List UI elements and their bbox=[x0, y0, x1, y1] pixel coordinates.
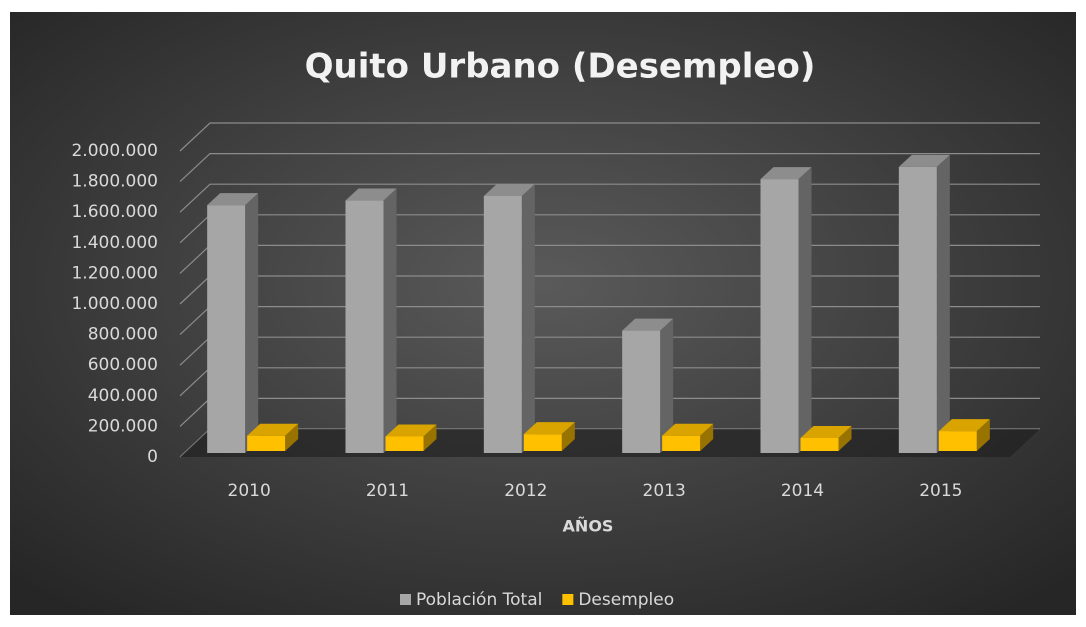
bar-side bbox=[798, 167, 812, 453]
bar-top bbox=[760, 167, 812, 180]
bar-top bbox=[800, 425, 852, 438]
x-axis-title: AÑOS bbox=[563, 517, 614, 536]
bar bbox=[385, 436, 424, 451]
x-tick-label: 2010 bbox=[228, 481, 271, 501]
bar-top bbox=[898, 154, 950, 167]
bar-side bbox=[285, 423, 299, 451]
bar bbox=[483, 195, 522, 453]
bar bbox=[760, 179, 799, 453]
legend-swatch bbox=[400, 594, 411, 605]
bar bbox=[938, 431, 977, 451]
bar-top bbox=[385, 424, 437, 437]
bar-side bbox=[245, 193, 259, 453]
y-tick-label: 2.000.000 bbox=[71, 141, 158, 161]
bar-top bbox=[938, 419, 990, 432]
chart-title: Quito Urbano (Desempleo) bbox=[305, 47, 816, 87]
y-tick-label: 800.000 bbox=[88, 325, 158, 345]
bar-top bbox=[247, 423, 299, 436]
y-tick-label: 1.600.000 bbox=[71, 202, 158, 222]
x-tick-label: 2011 bbox=[366, 481, 409, 501]
bar-side bbox=[976, 419, 990, 451]
legend-label: Población Total bbox=[416, 590, 542, 610]
bar bbox=[247, 435, 286, 451]
grid-line bbox=[179, 153, 1040, 183]
y-tick-label: 200.000 bbox=[88, 416, 158, 436]
y-tick-label: 600.000 bbox=[88, 355, 158, 375]
y-tick-label: 1.400.000 bbox=[71, 233, 158, 253]
y-tick-label: 400.000 bbox=[88, 386, 158, 406]
bar-side bbox=[660, 318, 674, 453]
bar bbox=[898, 166, 937, 453]
bar bbox=[662, 435, 701, 451]
bar bbox=[345, 200, 384, 453]
y-tick-label: 0 bbox=[147, 447, 158, 467]
chart-background bbox=[10, 12, 1076, 615]
y-tick-label: 1.200.000 bbox=[71, 263, 158, 283]
x-tick-label: 2012 bbox=[504, 481, 547, 501]
x-tick-label: 2014 bbox=[781, 481, 824, 501]
bar-side bbox=[383, 188, 397, 454]
bar-top bbox=[483, 183, 535, 196]
bar bbox=[622, 330, 661, 453]
bar-side bbox=[521, 183, 535, 453]
bar-top bbox=[523, 422, 575, 435]
bar-side bbox=[838, 425, 852, 451]
x-tick-label: 2013 bbox=[643, 481, 686, 501]
bar-side bbox=[561, 422, 575, 451]
bar-top bbox=[622, 318, 674, 331]
y-tick-label: 1.000.000 bbox=[71, 294, 158, 314]
x-tick-label: 2015 bbox=[919, 481, 962, 501]
bar-side bbox=[700, 423, 714, 451]
bar-top bbox=[345, 188, 397, 201]
y-tick-label: 1.800.000 bbox=[71, 172, 158, 192]
bar-side bbox=[936, 154, 950, 453]
bar-top bbox=[662, 423, 714, 436]
legend-label: Desempleo bbox=[578, 590, 674, 610]
bar-side bbox=[423, 424, 437, 451]
bar-top bbox=[207, 193, 259, 206]
bar bbox=[207, 205, 246, 453]
legend-swatch bbox=[562, 594, 574, 605]
grid-line bbox=[179, 122, 1040, 152]
bar bbox=[800, 437, 839, 451]
bar bbox=[523, 434, 562, 451]
